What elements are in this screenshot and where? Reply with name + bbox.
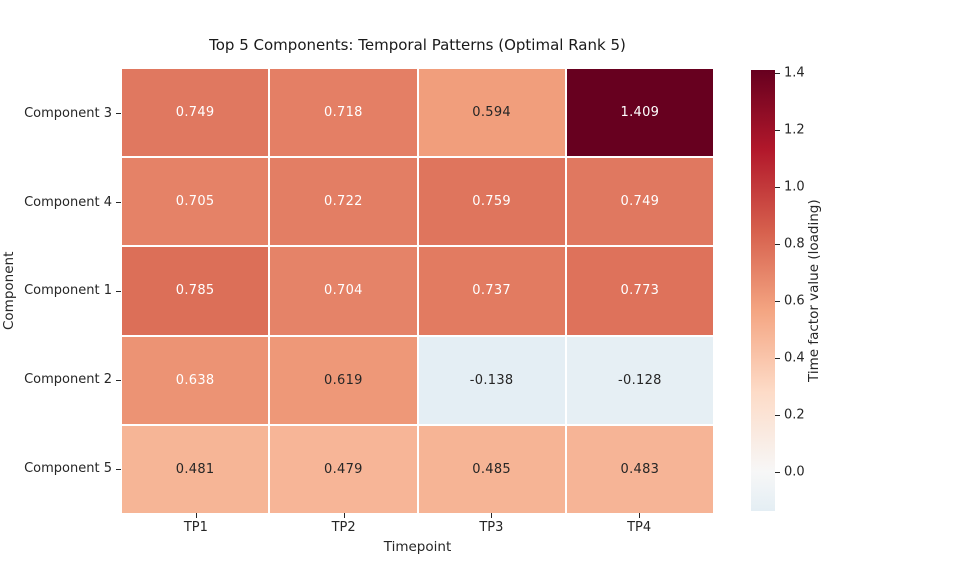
colorbar-gradient [751,70,775,511]
x-axis-label: Timepoint [383,539,452,555]
y-tick-mark [116,468,121,470]
heatmap-cell: 0.481 [122,425,269,513]
colorbar-tick-mark [775,414,780,416]
heatmap-cell: 0.704 [270,247,417,335]
x-tick-mark [195,513,197,518]
heatmap-cell: 0.619 [270,336,417,424]
cell-value: 0.722 [324,194,363,210]
y-tick-mark [116,291,121,292]
cell-value: 0.638 [175,372,215,388]
colorbar-tick-label: 1.4 [784,65,805,81]
heatmap-cell: 0.722 [270,158,417,246]
cell-value: 0.481 [175,461,215,477]
cell-value: 0.479 [324,461,363,477]
heatmap-cell: 0.749 [122,69,269,157]
cell-value: 0.759 [472,194,511,210]
heatmap-cell: 0.705 [122,158,269,246]
colorbar-tick-label: 0.6 [784,293,805,309]
chart-title: Top 5 Components: Temporal Patterns (Opt… [209,36,626,54]
x-tick-mark [343,513,345,518]
heatmap-cell: 0.483 [566,425,713,513]
colorbar-label: Time factor value (loading) [806,199,822,382]
y-tick-label: Component 5 [24,461,112,477]
heatmap-cell: 0.759 [418,158,565,246]
colorbar-tick-mark [775,72,780,74]
heatmap-cell: 0.785 [122,247,269,335]
cell-value: 0.737 [472,283,511,299]
colorbar-tick-mark [775,243,780,245]
cell-value: 0.749 [175,105,215,121]
heatmap-cell: 0.479 [270,425,417,513]
colorbar-tick-mark [775,471,780,473]
x-tick-mark [639,513,641,518]
colorbar-tick-label: 1.0 [784,179,805,195]
heatmap-cell: 0.773 [566,247,713,335]
cell-value: 0.704 [324,283,363,299]
x-tick-label: TP1 [183,520,208,535]
heatmap-cell: 0.638 [122,336,269,424]
cell-value: 0.749 [620,194,660,210]
colorbar-tick-mark [775,129,780,131]
y-tick-label: Component 4 [24,194,112,210]
cell-value: 1.409 [620,105,660,121]
x-tick-label: TP3 [479,520,504,535]
cell-value: 0.483 [620,461,660,477]
colorbar-tick-label: 0.2 [784,407,805,423]
y-tick-mark [116,379,121,381]
heatmap-cell: 0.718 [270,69,417,157]
cell-value: 0.773 [620,283,660,299]
cell-value: 0.785 [175,283,215,299]
x-tick-label: TP4 [627,520,652,535]
cell-value: -0.138 [469,372,514,388]
colorbar-tick-mark [775,300,780,302]
x-axis-tick-labels: TP1 TP2 TP3 TP4 [122,520,713,536]
cell-value: 0.485 [472,461,511,477]
colorbar-tick-label: 0.0 [784,464,805,480]
y-tick-label: Component 3 [24,105,112,121]
y-tick-mark [116,113,121,115]
cell-value: 0.619 [324,372,363,388]
heatmap-cell: 0.749 [566,158,713,246]
cell-value: 0.718 [324,105,363,121]
heatmap-cell: 0.737 [418,247,565,335]
heatmap-cell: 0.485 [418,425,565,513]
cell-value: 0.594 [472,105,511,121]
x-tick-mark [491,513,493,518]
colorbar-tick-mark [775,357,780,359]
y-tick-label: Component 2 [24,372,112,388]
x-tick-label: TP2 [331,520,356,535]
colorbar-tick-mark [775,186,780,188]
heatmap-grid: 0.749 0.718 0.594 1.409 0.705 0.722 0.759 0.749… [122,69,713,513]
colorbar-tick-label: 0.8 [784,236,805,252]
colorbar-tick-label: 1.2 [784,122,805,138]
heatmap-cell: -0.138 [418,336,565,424]
heatmap-cell: -0.128 [566,336,713,424]
colorbar-tick-label: 0.4 [784,350,805,366]
cell-value: -0.128 [618,372,662,388]
heatmap-cell: 0.594 [418,69,565,157]
y-axis-tick-labels: Component 3 Component 4 Component 1 Compone… [0,69,112,513]
cell-value: 0.705 [175,194,215,210]
y-tick-label: Component 1 [24,283,112,299]
y-tick-mark [116,202,121,204]
heatmap-cell: 1.409 [566,69,713,157]
